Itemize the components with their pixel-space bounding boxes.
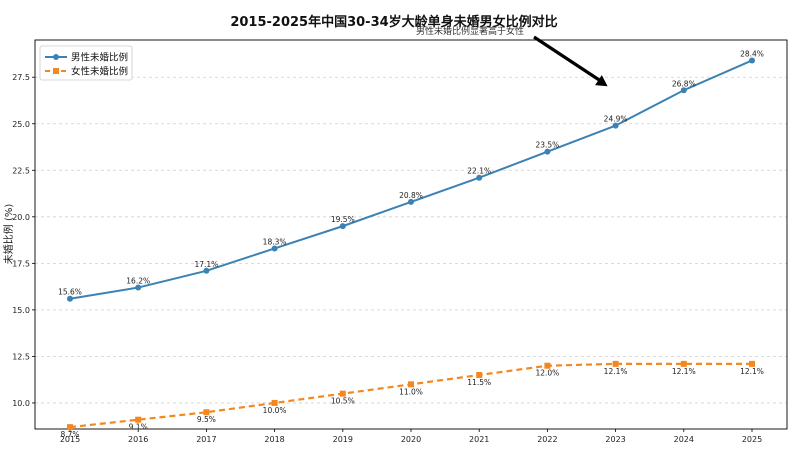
y-tick-label: 27.5 <box>12 73 30 82</box>
data-point <box>339 390 346 397</box>
data-point <box>203 267 210 274</box>
data-point <box>612 122 619 129</box>
x-tick-label: 2018 <box>264 435 284 444</box>
data-label: 12.0% <box>535 369 559 378</box>
data-label: 26.8% <box>672 79 696 88</box>
data-label: 23.5% <box>535 141 559 150</box>
y-axis-label: 未婚比例 (%) <box>2 204 15 265</box>
y-tick-label: 17.5 <box>12 259 30 268</box>
data-point <box>680 87 687 94</box>
annotation-text: 男性未婚比例显著高于女性 <box>416 25 524 37</box>
y-axis-ticks: 10.0 12.5 15.0 17.5 20.0 22.5 25.0 27.5 <box>12 73 35 408</box>
x-tick-label: 2021 <box>469 435 489 444</box>
legend-label: 女性未婚比例 <box>71 66 128 78</box>
y-tick-label: 15.0 <box>12 306 30 315</box>
data-label: 20.8% <box>399 191 423 200</box>
data-label: 16.2% <box>126 277 150 286</box>
legend-marker <box>53 54 59 60</box>
data-point <box>612 360 619 367</box>
data-label: 24.9% <box>604 115 628 124</box>
legend-label: 男性未婚比例 <box>71 52 128 64</box>
data-label: 17.1% <box>194 260 218 269</box>
annotation: 男性未婚比例显著高于女性 <box>416 25 608 87</box>
data-point <box>203 409 210 416</box>
data-label: 11.5% <box>467 378 491 387</box>
grid-lines <box>35 76 787 404</box>
x-tick-label: 2023 <box>605 435 625 444</box>
series-group: 15.6% 16.2% 17.1% 18.3% 19.5% 20.8% 22.1% 23.5%… <box>58 49 764 439</box>
data-label: 9.1% <box>129 423 148 432</box>
data-point <box>339 223 346 230</box>
data-point <box>271 399 278 406</box>
y-tick-label: 22.5 <box>12 166 30 175</box>
data-label: 10.5% <box>331 397 355 406</box>
data-point <box>135 416 142 423</box>
data-point <box>67 424 73 431</box>
data-point <box>680 360 687 367</box>
data-label: 9.5% <box>197 415 216 424</box>
chart-title: 2015-2025年中国30-34岁大龄单身未婚男女比例对比 <box>230 14 557 30</box>
x-tick-label: 2017 <box>196 435 216 444</box>
data-point <box>749 360 755 367</box>
data-label: 28.4% <box>740 49 764 58</box>
annotation-arrow-shaft <box>533 35 601 82</box>
data-point <box>476 174 483 181</box>
data-label: 10.0% <box>263 406 287 415</box>
data-label: 11.0% <box>399 387 423 396</box>
data-point <box>476 372 483 379</box>
x-tick-label: 2025 <box>742 435 762 444</box>
legend-marker <box>53 68 59 74</box>
data-point <box>544 362 551 369</box>
data-label: 19.5% <box>331 215 355 224</box>
data-label: 8.7% <box>60 430 79 439</box>
x-tick-label: 2020 <box>401 435 421 444</box>
data-point <box>67 295 73 302</box>
x-tick-label: 2016 <box>128 435 148 444</box>
data-point <box>408 381 414 388</box>
data-point <box>408 198 414 205</box>
data-label: 12.1% <box>672 367 696 376</box>
y-tick-label: 20.0 <box>12 213 30 222</box>
data-label: 12.1% <box>604 367 628 376</box>
data-label: 15.6% <box>58 288 82 297</box>
y-tick-label: 25.0 <box>12 120 30 129</box>
data-point <box>749 57 755 64</box>
data-point <box>271 245 278 252</box>
data-label: 18.3% <box>263 237 287 246</box>
x-tick-label: 2015 <box>60 435 80 444</box>
y-tick-label: 12.5 <box>12 352 30 361</box>
x-axis-ticks: 2015 2016 2017 2018 2019 2020 2021 2022 2023 2024… <box>60 429 762 444</box>
x-tick-label: 2024 <box>674 435 694 444</box>
x-tick-label: 2022 <box>537 435 557 444</box>
data-point <box>544 148 551 155</box>
data-label: 22.1% <box>467 167 491 176</box>
data-label: 12.1% <box>740 367 764 376</box>
annotation-arrow-head <box>595 75 608 87</box>
y-tick-label: 10.0 <box>12 399 30 408</box>
data-point <box>135 284 142 291</box>
x-tick-label: 2019 <box>333 435 353 444</box>
